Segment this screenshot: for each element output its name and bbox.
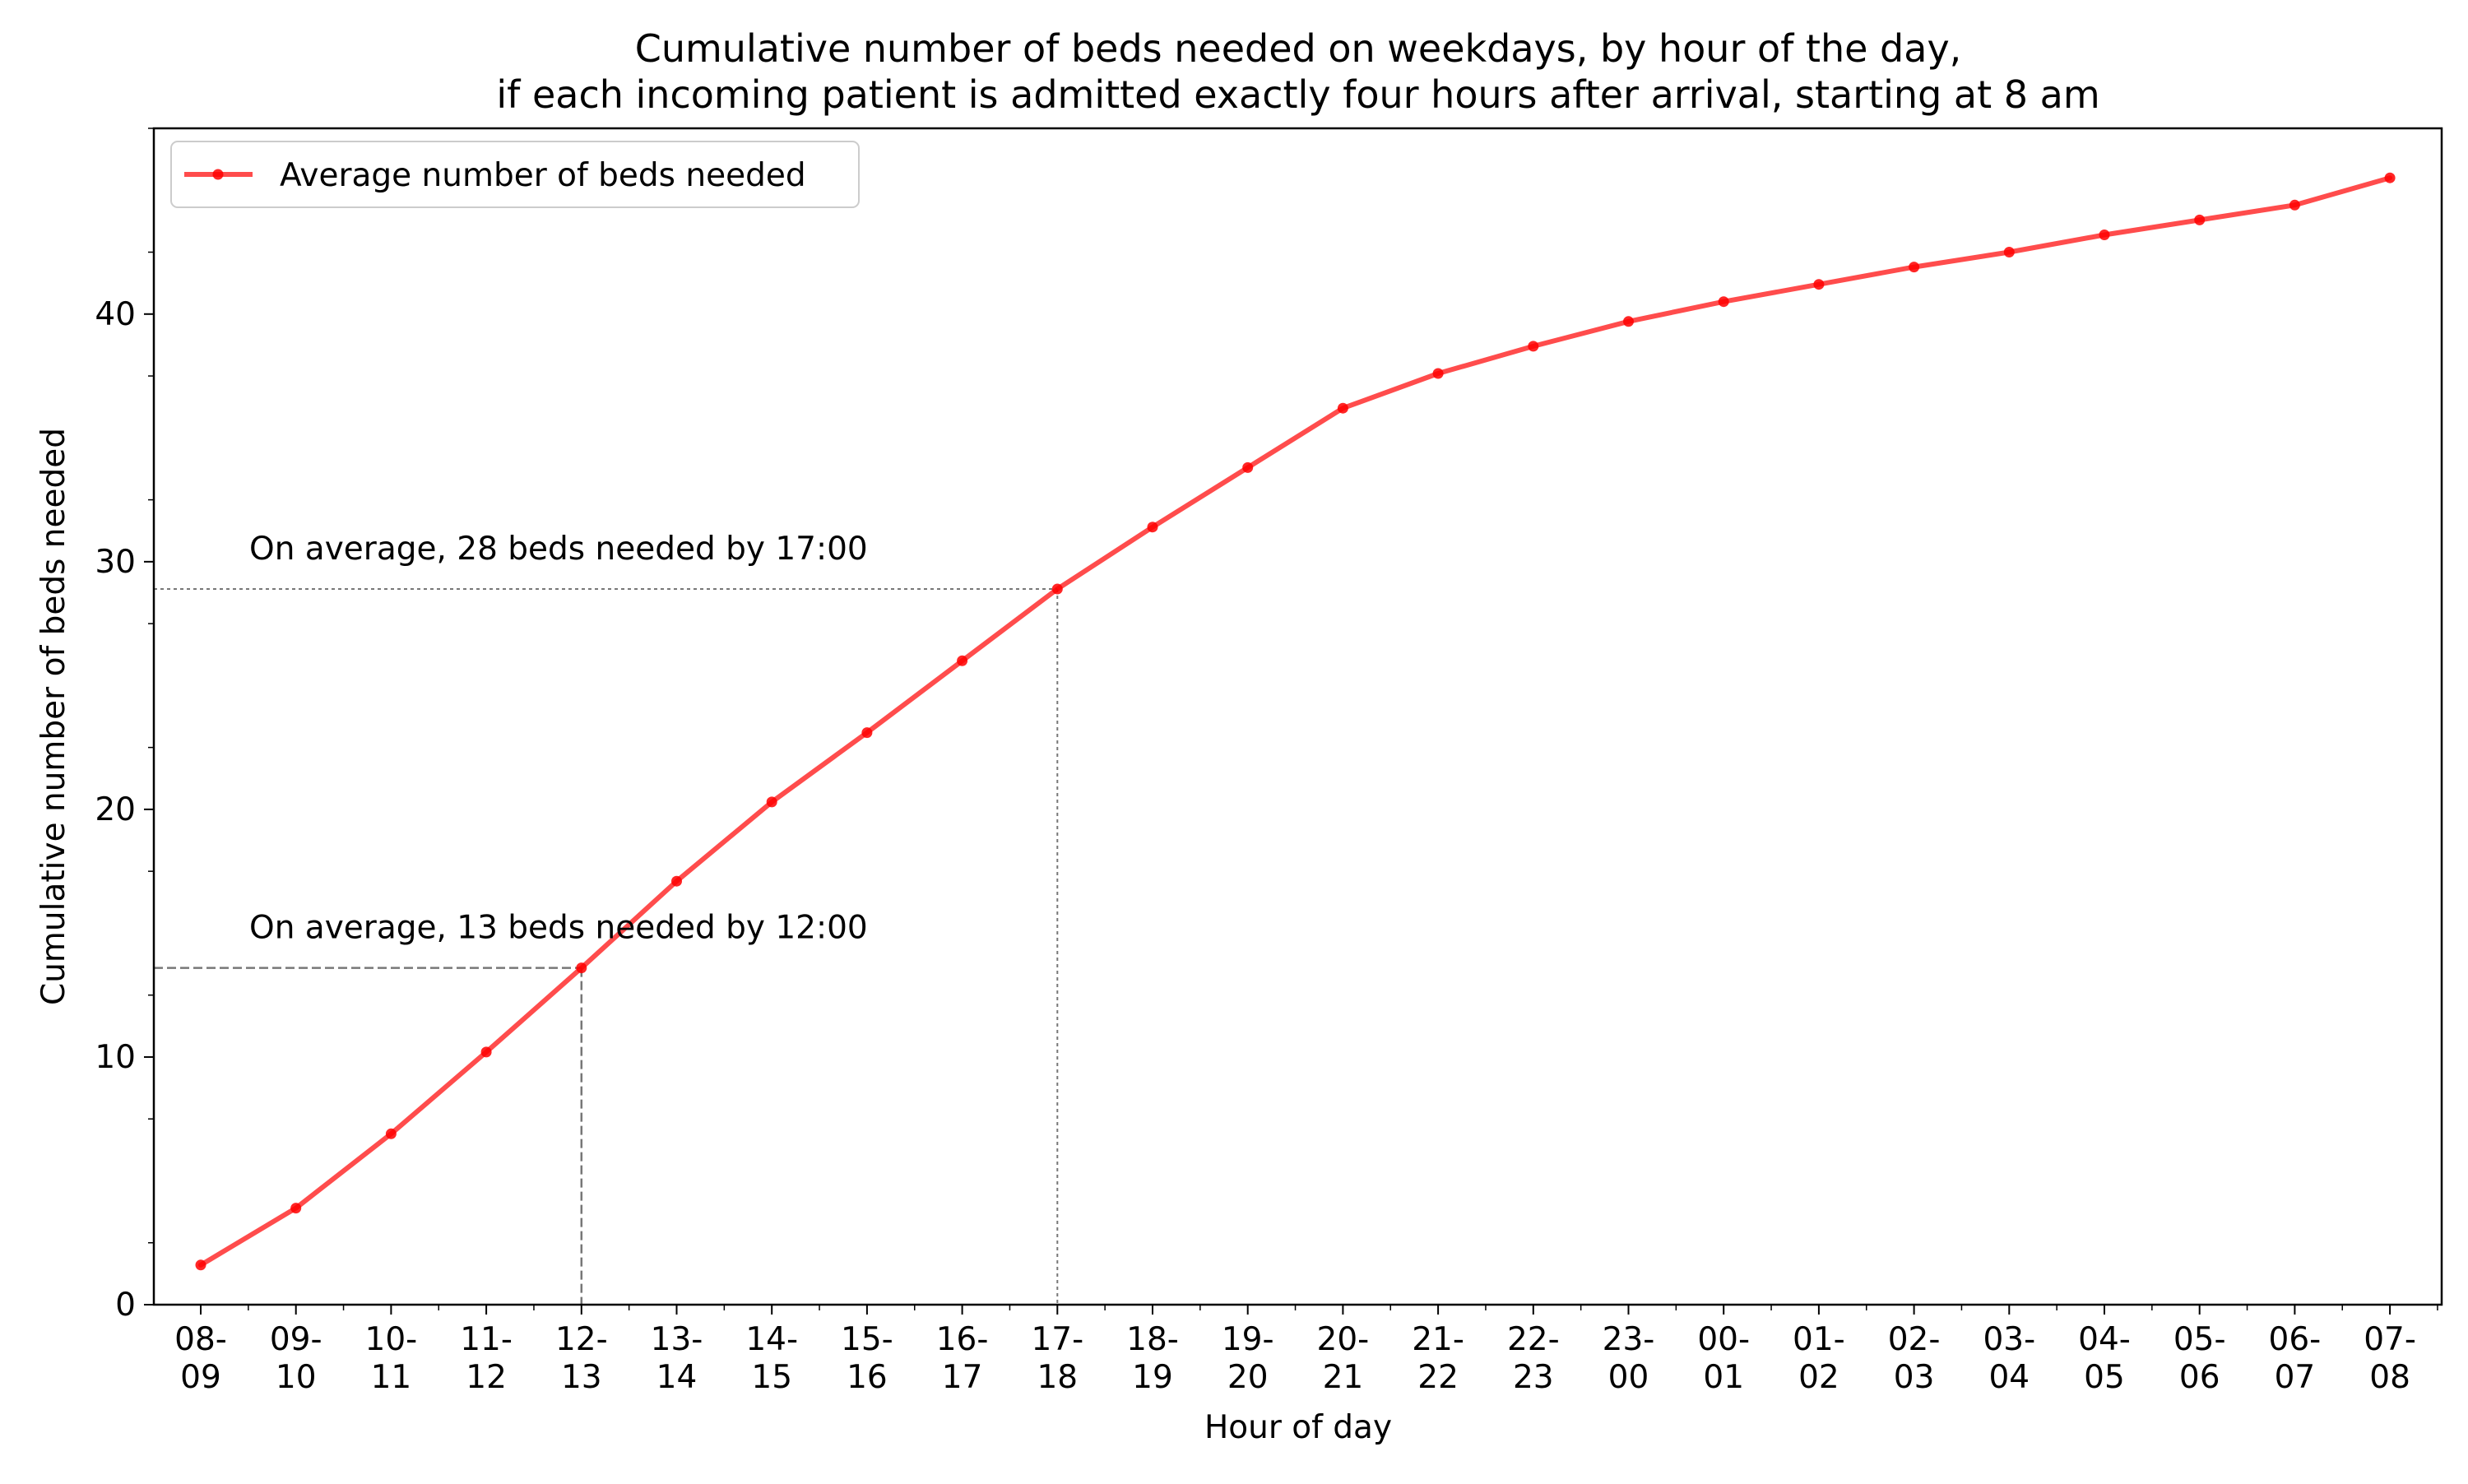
x-tick-label: 16-17 <box>936 1321 989 1396</box>
data-point <box>861 727 873 739</box>
y-tick-label: 30 <box>95 544 136 581</box>
y-axis-ticks: 0 10 20 30 40 <box>95 128 154 1324</box>
data-point <box>2194 214 2206 225</box>
data-point <box>576 962 587 974</box>
annotation-lines <box>154 587 1059 1305</box>
x-axis-ticks: 08-09 09-10 10-11 11-12 12-13 13-14 14-15 15-16… <box>174 1305 2438 1396</box>
data-point <box>1147 522 1158 533</box>
data-point <box>671 875 682 887</box>
data-point <box>195 1259 206 1271</box>
x-tick-label: 22-23 <box>1507 1321 1560 1396</box>
x-tick-label: 05-06 <box>2173 1321 2226 1396</box>
data-point <box>385 1128 397 1139</box>
y-axis-label: Cumulative number of beds needed <box>35 428 72 1005</box>
legend-marker-swatch <box>212 169 224 180</box>
y-tick-label: 10 <box>95 1039 136 1076</box>
legend-box <box>170 141 860 208</box>
x-tick-label: 12-13 <box>555 1321 608 1396</box>
x-tick-label: 17-18 <box>1031 1321 1083 1396</box>
x-tick-label: 02-03 <box>1888 1321 1941 1396</box>
data-point <box>2289 199 2300 211</box>
x-tick-label: 07-08 <box>2364 1321 2416 1396</box>
annotation-0-label: On average, 13 beds needed by 12:00 <box>249 910 868 947</box>
x-tick-label: 03-04 <box>1983 1321 2035 1396</box>
x-tick-label: 13-14 <box>651 1321 703 1396</box>
data-point <box>290 1203 302 1214</box>
x-tick-label: 08-09 <box>174 1321 227 1396</box>
x-axis-label: Hour of day <box>1204 1409 1392 1446</box>
data-point <box>480 1046 492 1058</box>
x-tick-label: 23-00 <box>1603 1321 1655 1396</box>
data-point <box>1432 368 1444 379</box>
x-tick-label: 10-11 <box>365 1321 418 1396</box>
data-point <box>957 655 968 666</box>
data-point <box>1718 296 1729 308</box>
x-tick-label: 01-02 <box>1793 1321 1845 1396</box>
data-point <box>2003 247 2015 257</box>
data-point <box>1909 262 1920 273</box>
y-tick-label: 0 <box>115 1287 136 1324</box>
x-tick-label: 20-21 <box>1317 1321 1370 1396</box>
data-point <box>1051 583 1063 595</box>
legend: Average number of beds needed <box>170 141 860 208</box>
data-point <box>766 796 777 808</box>
series-line <box>198 175 2393 1268</box>
x-tick-label: 06-07 <box>2269 1321 2322 1396</box>
annotation-text-layer: On average, 13 beds needed by 12:00 On av… <box>249 531 868 947</box>
annotation-1-label: On average, 28 beds needed by 17:00 <box>249 531 868 568</box>
data-point <box>1337 402 1348 414</box>
x-tick-label: 09-10 <box>270 1321 322 1396</box>
x-tick-label: 19-20 <box>1222 1321 1274 1396</box>
y-tick-label: 20 <box>95 791 136 828</box>
data-point <box>2099 230 2110 240</box>
data-point <box>1528 341 1539 352</box>
x-tick-label: 00-01 <box>1697 1321 1750 1396</box>
x-tick-label: 18-19 <box>1126 1321 1179 1396</box>
x-tick-label: 21-22 <box>1412 1321 1464 1396</box>
chart-title-line-2: if each incoming patient is admitted exa… <box>496 72 2099 117</box>
data-point <box>2384 172 2396 183</box>
x-tick-label: 14-15 <box>745 1321 798 1396</box>
legend-label: Average number of beds needed <box>280 157 806 194</box>
x-tick-label: 11-12 <box>460 1321 513 1396</box>
data-point <box>1242 461 1254 473</box>
x-tick-label: 04-05 <box>2078 1321 2131 1396</box>
y-tick-label: 40 <box>95 296 136 333</box>
data-point <box>1623 316 1634 327</box>
series-layer <box>195 172 2396 1271</box>
chart-title-line-1: Cumulative number of beds needed on week… <box>635 26 1962 71</box>
x-tick-label: 15-16 <box>841 1321 893 1396</box>
plot-area-frame <box>152 127 2443 1306</box>
data-point <box>1813 279 1825 290</box>
